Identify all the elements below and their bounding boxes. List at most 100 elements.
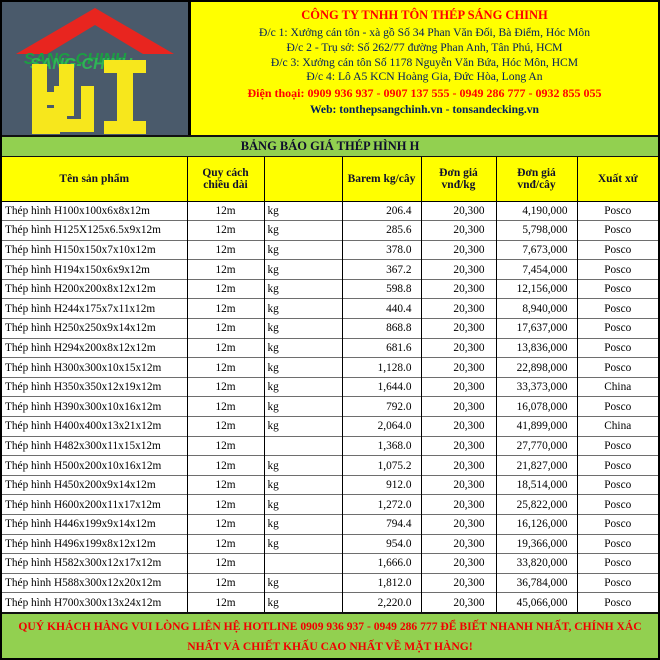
cell-unit: kg xyxy=(263,474,342,495)
cell-product-name: Thép hình H294x200x8x12x12m xyxy=(2,337,187,358)
cell-price-per-kg: 20,300 xyxy=(420,220,496,241)
cell-unit: kg xyxy=(263,357,342,378)
cell-price-per-piece: 27,770,000 xyxy=(495,435,577,456)
cell-unit: kg xyxy=(263,376,342,397)
cell-barem-kg: 440.4 xyxy=(341,298,421,319)
cell-product-name: Thép hình H390x300x10x16x12m xyxy=(2,396,187,417)
cell-price-per-kg: 20,300 xyxy=(420,514,496,535)
cell-price-per-piece: 13,836,000 xyxy=(495,337,577,358)
cell-length-spec: 12m xyxy=(186,553,264,574)
cell-unit: kg xyxy=(263,298,342,319)
table-row: Thép hình H588x300x12x20x12m 12m kg 1,812.0… xyxy=(2,572,658,593)
cell-length-spec: 12m xyxy=(186,239,264,260)
cell-origin: Posco xyxy=(576,220,658,241)
cell-product-name: Thép hình H600x200x11x17x12m xyxy=(2,494,187,515)
cell-price-per-kg: 20,300 xyxy=(420,435,496,456)
company-name: CÔNG TY TNHH TÔN THÉP SÁNG CHINH xyxy=(301,8,548,22)
cell-unit xyxy=(263,553,342,574)
cell-length-spec: 12m xyxy=(186,220,264,241)
cell-barem-kg: 367.2 xyxy=(341,259,421,280)
cell-length-spec: 12m xyxy=(186,298,264,319)
cell-origin: Posco xyxy=(576,259,658,280)
price-table-title: BẢNG BÁO GIÁ THÉP HÌNH H xyxy=(2,135,658,157)
table-body: Thép hình H100x100x6x8x12m 12m kg 206.4 20,3… xyxy=(2,200,658,613)
table-row: Thép hình H300x300x10x15x12m 12m kg 1,128.0… xyxy=(2,357,658,378)
cell-unit: kg xyxy=(263,592,342,613)
cell-product-name: Thép hình H250x250x9x14x12m xyxy=(2,318,187,339)
cell-price-per-piece: 36,784,000 xyxy=(495,572,577,593)
cell-unit: kg xyxy=(263,416,342,437)
cell-barem-kg: 285.6 xyxy=(341,220,421,241)
cell-unit: kg xyxy=(263,259,342,280)
cell-product-name: Thép hình H446x199x9x14x12m xyxy=(2,514,187,535)
cell-unit: kg xyxy=(263,200,342,221)
cell-price-per-kg: 20,300 xyxy=(420,416,496,437)
cell-price-per-piece: 41,899,000 xyxy=(495,416,577,437)
cell-price-per-piece: 22,898,000 xyxy=(495,357,577,378)
col-header-barem: Barem kg/cây xyxy=(341,157,421,202)
cell-price-per-kg: 20,300 xyxy=(420,259,496,280)
cell-barem-kg: 1,128.0 xyxy=(341,357,421,378)
cell-length-spec: 12m xyxy=(186,455,264,476)
cell-unit: kg xyxy=(263,514,342,535)
cell-length-spec: 12m xyxy=(186,337,264,358)
cell-barem-kg: 681.6 xyxy=(341,337,421,358)
cell-length-spec: 12m xyxy=(186,200,264,221)
cell-origin: China xyxy=(576,416,658,437)
cell-price-per-piece: 19,366,000 xyxy=(495,533,577,554)
table-row: Thép hình H400x400x13x21x12m 12m kg 2,064.0… xyxy=(2,416,658,437)
cell-price-per-kg: 20,300 xyxy=(420,357,496,378)
cell-barem-kg: 1,644.0 xyxy=(341,376,421,397)
cell-product-name: Thép hình H400x400x13x21x12m xyxy=(2,416,187,437)
cell-barem-kg: 792.0 xyxy=(341,396,421,417)
company-logo: SANG-CHINH SANG-CHINH xyxy=(2,2,188,135)
col-header-length-spec: Quy cách chiều dài xyxy=(186,157,264,202)
cell-price-per-kg: 20,300 xyxy=(420,278,496,299)
table-header-row: Tên sản phẩm Quy cách chiều dài Barem kg… xyxy=(2,157,658,202)
cell-price-per-kg: 20,300 xyxy=(420,474,496,495)
cell-origin: Posco xyxy=(576,514,658,535)
table-row: Thép hình H150x150x7x10x12m 12m kg 378.0 20,… xyxy=(2,239,658,260)
cell-length-spec: 12m xyxy=(186,494,264,515)
cell-price-per-kg: 20,300 xyxy=(420,553,496,574)
cell-product-name: Thép hình H500x200x10x16x12m xyxy=(2,455,187,476)
cell-barem-kg: 1,368.0 xyxy=(341,435,421,456)
cell-price-per-piece: 4,190,000 xyxy=(495,200,577,221)
cell-origin: Posco xyxy=(576,494,658,515)
cell-origin: Posco xyxy=(576,474,658,495)
cell-price-per-piece: 16,126,000 xyxy=(495,514,577,535)
table-row: Thép hình H194x150x6x9x12m 12m kg 367.2 20,3… xyxy=(2,259,658,280)
cell-length-spec: 12m xyxy=(186,592,264,613)
cell-barem-kg: 1,812.0 xyxy=(341,572,421,593)
cell-barem-kg: 794.4 xyxy=(341,514,421,535)
cell-unit: kg xyxy=(263,278,342,299)
cell-product-name: Thép hình H100x100x6x8x12m xyxy=(2,200,187,221)
cell-price-per-piece: 33,820,000 xyxy=(495,553,577,574)
cell-length-spec: 12m xyxy=(186,474,264,495)
cell-unit: kg xyxy=(263,239,342,260)
cell-price-per-piece: 17,637,000 xyxy=(495,318,577,339)
table-row: Thép hình H446x199x9x14x12m 12m kg 794.4 20,… xyxy=(2,514,658,535)
table-row: Thép hình H482x300x11x15x12m 12m 1,368.0 20… xyxy=(2,435,658,456)
cell-unit: kg xyxy=(263,337,342,358)
cell-barem-kg: 2,220.0 xyxy=(341,592,421,613)
cell-origin: Posco xyxy=(576,553,658,574)
cell-price-per-piece: 18,514,000 xyxy=(495,474,577,495)
cell-length-spec: 12m xyxy=(186,259,264,280)
cell-price-per-kg: 20,300 xyxy=(420,298,496,319)
cell-price-per-kg: 20,300 xyxy=(420,200,496,221)
cell-product-name: Thép hình H588x300x12x20x12m xyxy=(2,572,187,593)
roof-icon xyxy=(16,8,174,54)
col-header-product-name: Tên sản phẩm xyxy=(2,157,187,202)
cell-origin: Posco xyxy=(576,200,658,221)
cell-unit: kg xyxy=(263,396,342,417)
address-line-1: Đ/c 1: Xưởng cán tôn - xà gồ Số 34 Phan … xyxy=(259,26,590,39)
cell-unit: kg xyxy=(263,220,342,241)
table-row: Thép hình H600x200x11x17x12m 12m kg 1,272.0… xyxy=(2,494,658,515)
cell-length-spec: 12m xyxy=(186,572,264,593)
cell-length-spec: 12m xyxy=(186,396,264,417)
cell-origin: Posco xyxy=(576,455,658,476)
cell-unit: kg xyxy=(263,572,342,593)
cell-price-per-piece: 8,940,000 xyxy=(495,298,577,319)
